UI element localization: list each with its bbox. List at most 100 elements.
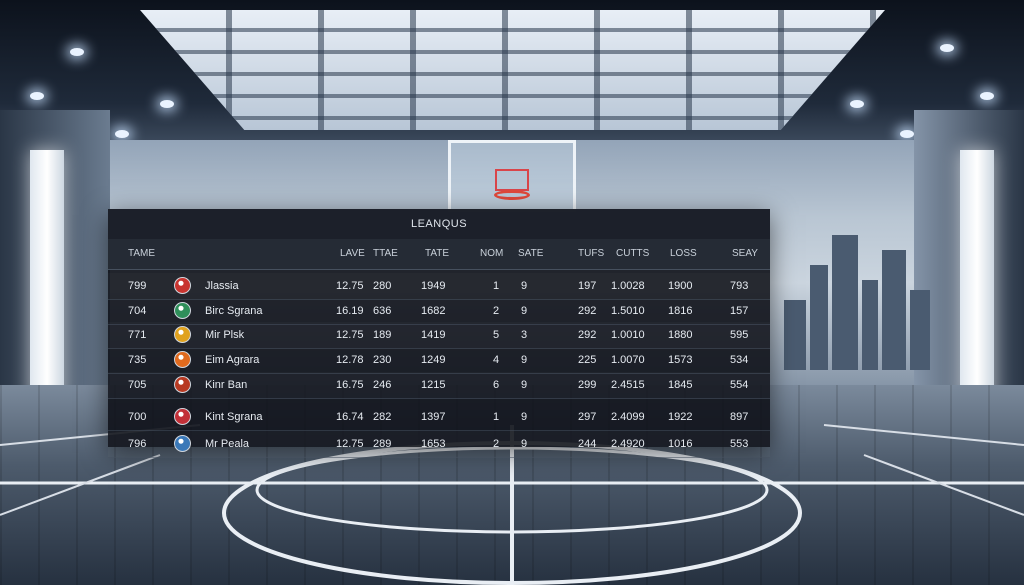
globe-crest-icon (174, 302, 191, 319)
cell-nom: 6 (493, 379, 500, 391)
cell-nom: 2 (493, 438, 500, 450)
cell-loss: 1880 (668, 329, 693, 341)
cell-loss: 1922 (668, 411, 693, 423)
cell-team: Kint Sgrana (205, 411, 263, 423)
cell-loss: 1016 (668, 438, 693, 450)
cell-seay: 554 (730, 379, 749, 391)
cell-seay: 157 (730, 305, 749, 317)
cell-cutts: 2.4515 (611, 379, 645, 391)
cell-ttae: 230 (373, 354, 392, 366)
striped-shield-icon (174, 277, 191, 294)
column-header-lave[interactable]: LAVE (340, 248, 365, 259)
cell-tate: 1419 (421, 329, 446, 341)
ceiling-spotlight (70, 48, 84, 56)
cell-team: Kinr Ban (205, 379, 248, 391)
light-pillar (30, 150, 64, 400)
table-title: LEANQUS (108, 209, 770, 239)
cell-tate: 1215 (421, 379, 446, 391)
cell-team: Birc Sgrana (205, 305, 263, 317)
mountain-crest-icon (174, 435, 191, 452)
table-row[interactable]: 700 Kint Sgrana 16.74 282 1397 1 9 297 2.4099 192… (108, 404, 770, 431)
cell-team: Jlassia (205, 280, 239, 292)
cell-cutts: 1.5010 (611, 305, 645, 317)
cell-lave: 12.78 (336, 354, 364, 366)
table-row[interactable]: 704 Birc Sgrana 16.19 636 1682 2 9 292 1.5010 181… (108, 298, 770, 325)
cell-nom: 5 (493, 329, 500, 341)
cell-ttae: 636 (373, 305, 392, 317)
ceiling-spotlight (115, 130, 129, 138)
cell-nom: 1 (493, 411, 500, 423)
cell-lave: 12.75 (336, 280, 364, 292)
ceiling-spotlight (30, 92, 44, 100)
column-header-cutts[interactable]: CUTTS (616, 248, 650, 259)
column-header-ttae[interactable]: TTAE (373, 248, 398, 259)
column-header-team[interactable]: TAME (128, 248, 156, 259)
cell-seay: 553 (730, 438, 749, 450)
column-header-seay[interactable]: SEAY (732, 248, 758, 259)
cell-team: Mr Peala (205, 438, 250, 450)
cell-tufs: 244 (578, 438, 597, 450)
cell-tate: 1397 (421, 411, 446, 423)
cell-team: Eim Agrara (205, 354, 260, 366)
cell-cutts: 2.4099 (611, 411, 645, 423)
cell-sate: 9 (521, 379, 528, 391)
cell-loss: 1900 (668, 280, 693, 292)
table-row[interactable]: 735 Eim Agrara 12.78 230 1249 4 9 225 1.0070 1573… (108, 347, 770, 374)
cell-team: Mir Plsk (205, 329, 245, 341)
cell-rank: 799 (128, 280, 147, 292)
table-row[interactable]: 771 Mir Plsk 12.75 189 1419 5 3 292 1.0010 1880 59… (108, 322, 770, 349)
cell-sate: 9 (521, 411, 528, 423)
table-row[interactable]: 705 Kinr Ban 16.75 246 1215 6 9 299 2.4515 1845 55… (108, 372, 770, 399)
cell-tufs: 225 (578, 354, 597, 366)
cell-lave: 12.75 (336, 438, 364, 450)
cell-lave: 12.75 (336, 329, 364, 341)
cell-sate: 9 (521, 280, 528, 292)
ceiling-spotlight (160, 100, 174, 108)
column-header-tate[interactable]: TATE (425, 248, 450, 259)
column-header-tufs[interactable]: TUFS (578, 248, 605, 259)
cell-seay: 897 (730, 411, 749, 423)
table-row[interactable]: 796 Mr Peala 12.75 289 1653 2 9 244 2.4920 1016 55… (108, 431, 770, 458)
cell-seay: 793 (730, 280, 749, 292)
cell-ttae: 280 (373, 280, 392, 292)
light-pillar (960, 150, 994, 400)
cell-cutts: 1.0028 (611, 280, 645, 292)
basketball-backboard (448, 140, 576, 212)
cell-tufs: 297 (578, 411, 597, 423)
cell-rank: 735 (128, 354, 147, 366)
ceiling-spotlight (900, 130, 914, 138)
cell-loss: 1816 (668, 305, 693, 317)
column-header-sate[interactable]: SATE (518, 248, 544, 259)
cell-loss: 1845 (668, 379, 693, 391)
cell-lave: 16.19 (336, 305, 364, 317)
cell-rank: 704 (128, 305, 147, 317)
cell-rank: 700 (128, 411, 147, 423)
cell-ttae: 246 (373, 379, 392, 391)
column-header-nom[interactable]: NOM (480, 248, 504, 259)
table-header-row: TAME LAVE TTAE TATE NOM SATE TUFS CUTTS … (108, 239, 770, 270)
cell-sate: 9 (521, 354, 528, 366)
round-crest-icon (174, 408, 191, 425)
cell-nom: 2 (493, 305, 500, 317)
column-header-loss[interactable]: LOSS (670, 248, 697, 259)
standings-table: LEANQUS TAME LAVE TTAE TATE NOM SATE TUF… (108, 209, 770, 458)
cell-rank: 705 (128, 379, 147, 391)
city-skyline (784, 230, 934, 370)
cell-cutts: 2.4920 (611, 438, 645, 450)
cell-seay: 595 (730, 329, 749, 341)
table-row[interactable]: 799 Jlassia 12.75 280 1949 1 9 197 1.0028 1900 793 (108, 273, 770, 300)
cell-sate: 9 (521, 438, 528, 450)
cell-loss: 1573 (668, 354, 693, 366)
cell-seay: 534 (730, 354, 749, 366)
cell-tufs: 197 (578, 280, 597, 292)
cell-nom: 4 (493, 354, 500, 366)
ceiling-spotlight (850, 100, 864, 108)
cell-sate: 3 (521, 329, 528, 341)
cell-rank: 796 (128, 438, 147, 450)
cell-tate: 1682 (421, 305, 446, 317)
cell-tufs: 292 (578, 305, 597, 317)
cell-ttae: 282 (373, 411, 392, 423)
cell-tate: 1653 (421, 438, 446, 450)
ceiling-spotlight (940, 44, 954, 52)
ceiling-spotlight (980, 92, 994, 100)
